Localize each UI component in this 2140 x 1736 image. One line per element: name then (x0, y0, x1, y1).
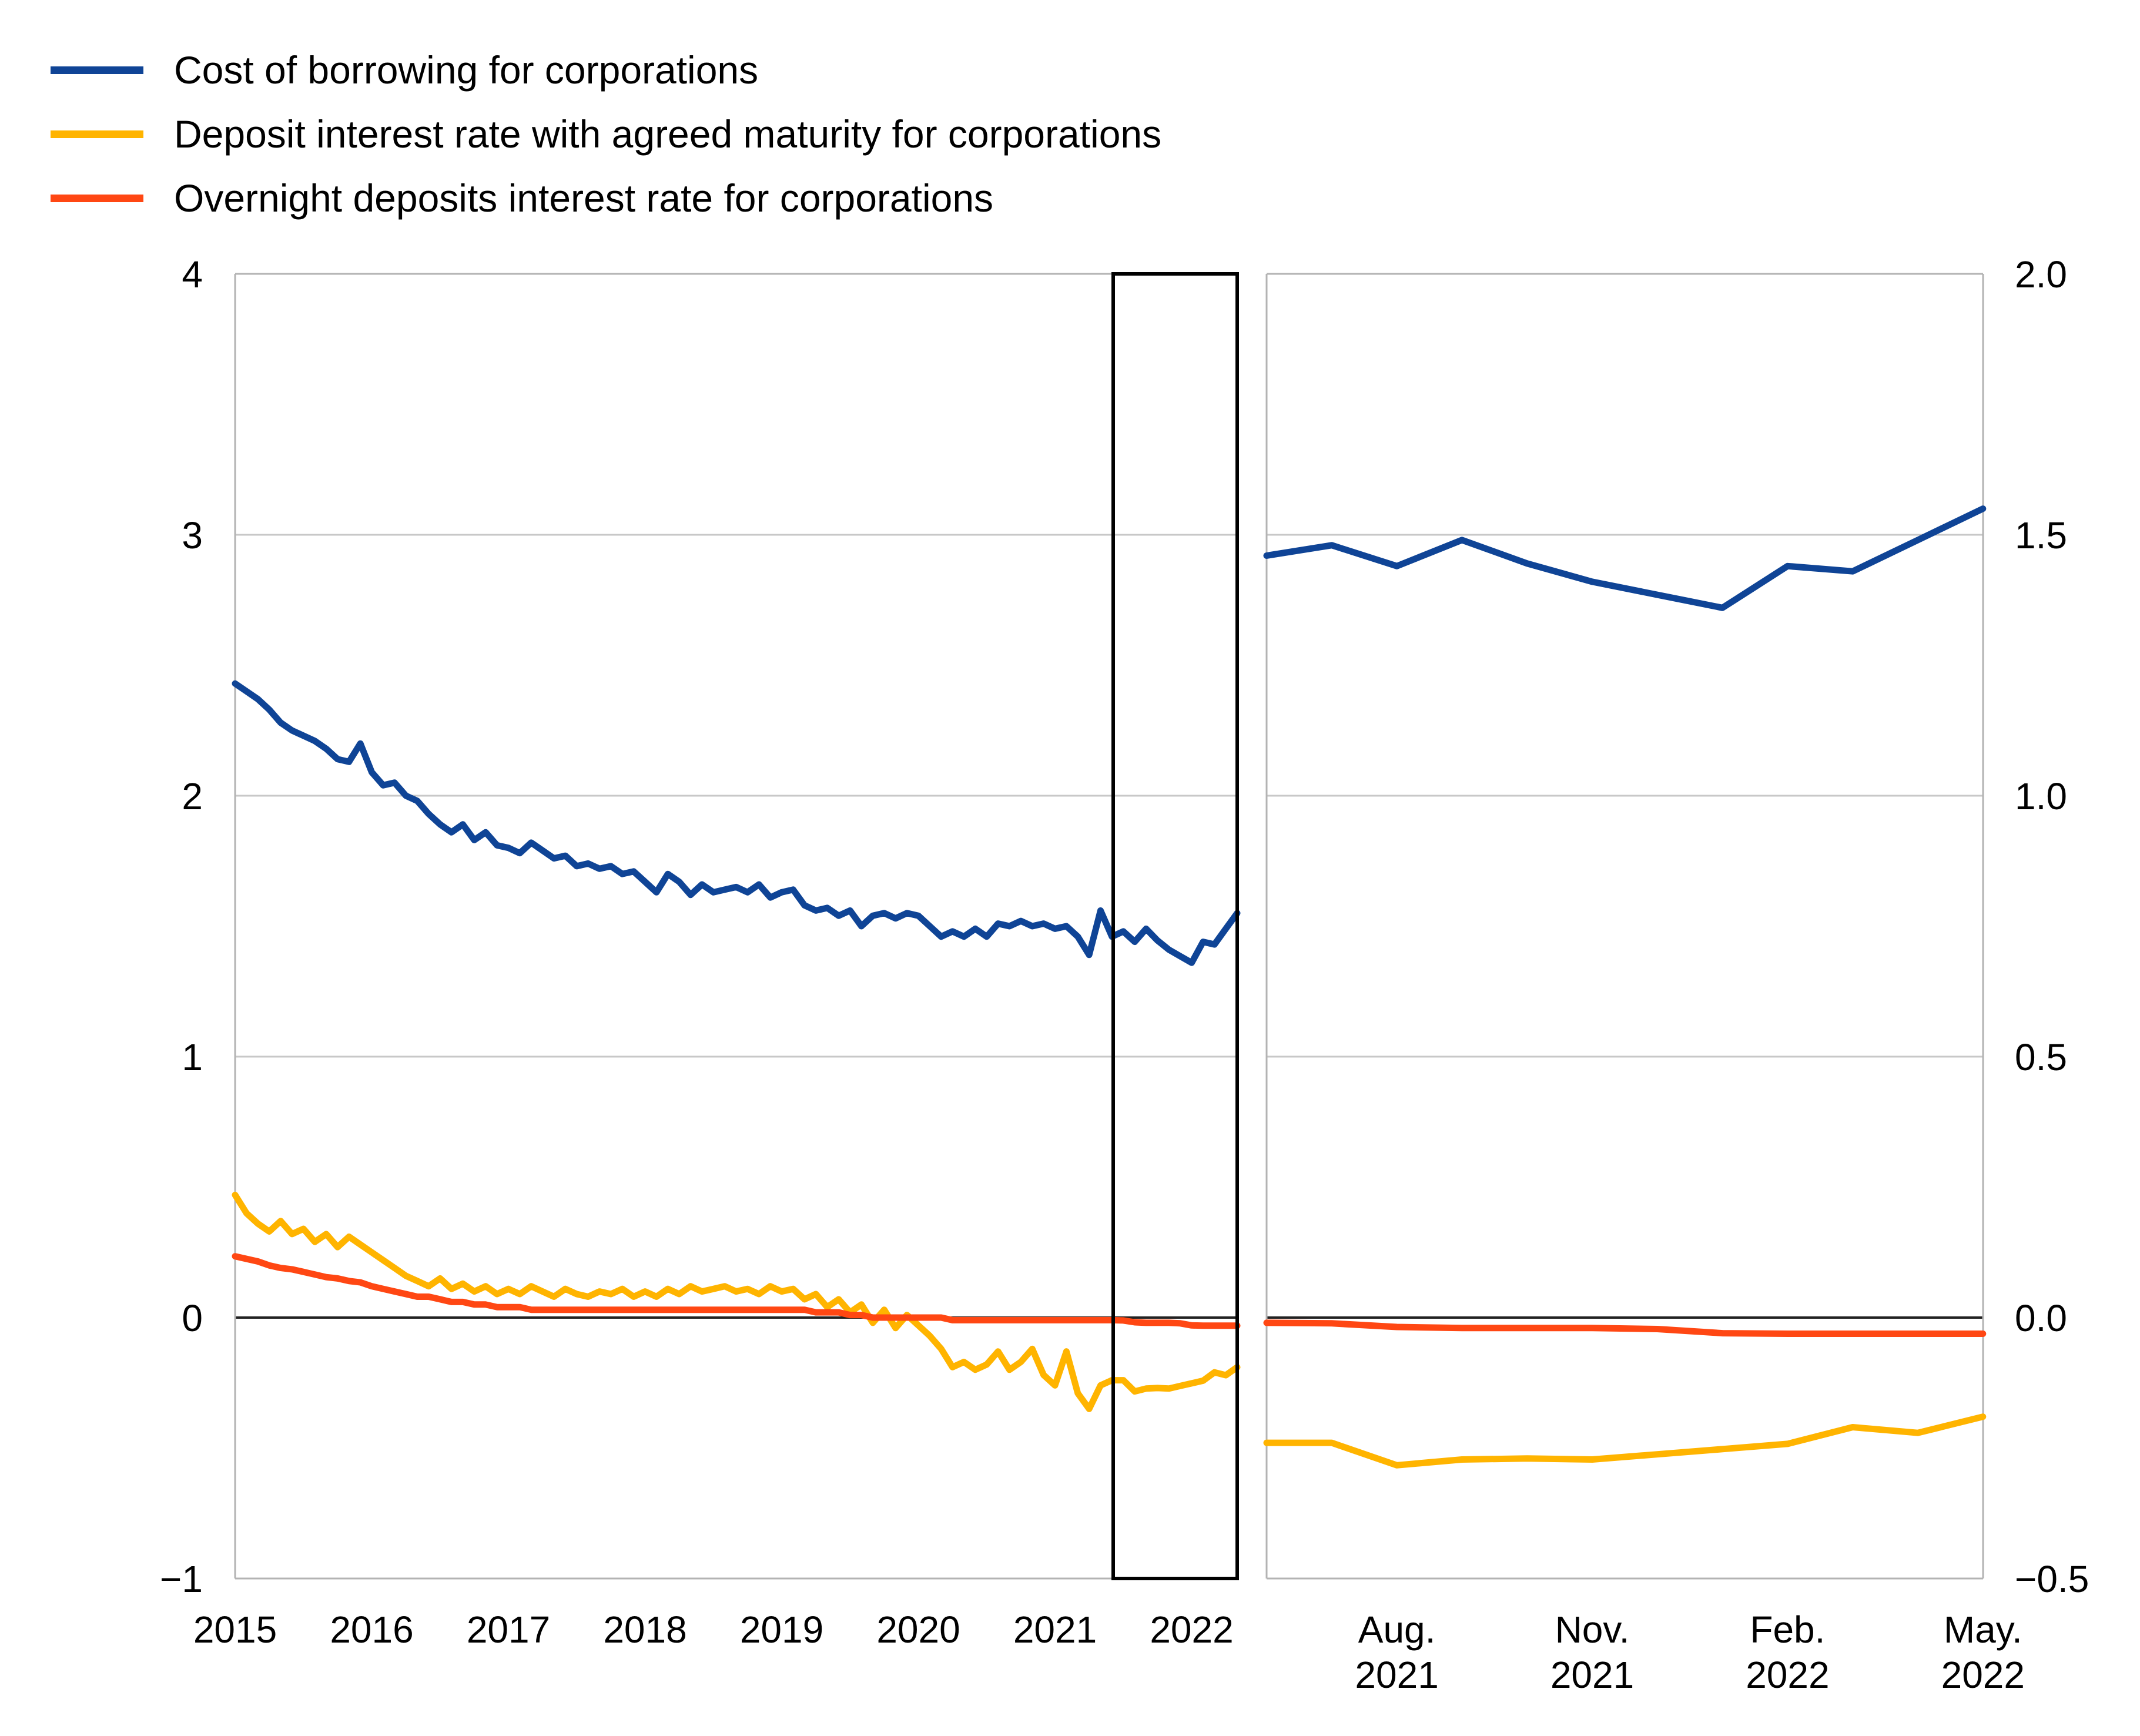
x-axis-month-label: Aug. (1358, 1608, 1436, 1651)
x-axis-year-label: 2019 (740, 1608, 823, 1651)
x-axis-month-label-year: 2022 (1941, 1654, 2025, 1696)
x-axis-month-label-year: 2022 (1746, 1654, 1829, 1696)
y-axis-tick-label: 0 (182, 1297, 203, 1339)
x-axis-year-label: 2018 (603, 1608, 686, 1651)
legend-swatch-cost-of-borrowing (51, 66, 143, 74)
series-line-overnight-deposits-interest-rate-for-corporations (1263, 1319, 1987, 1337)
x-axis-year-label: 2021 (1013, 1608, 1097, 1651)
legend-label: Deposit interest rate with agreed maturi… (174, 112, 1162, 156)
legend-label: Cost of borrowing for corporations (174, 48, 759, 92)
y-axis-tick-label: −0.5 (2015, 1558, 2089, 1600)
y-axis-tick-label: 2 (182, 775, 203, 817)
y-axis-tick-label: 1.5 (2015, 514, 2067, 557)
x-axis-year-label: 2017 (467, 1608, 550, 1651)
x-axis-year-label: 2016 (330, 1608, 413, 1651)
x-axis-month-label: Nov. (1555, 1608, 1630, 1651)
series-line-deposit-interest-rate-with-agreed-maturity-for-corporations (232, 1191, 1241, 1412)
x-axis-month-label-year: 2021 (1355, 1654, 1438, 1696)
y-axis-tick-label: 1.0 (2015, 775, 2067, 817)
legend-label: Overnight deposits interest rate for cor… (174, 176, 994, 220)
legend-swatch-deposit-agreed-maturity (51, 130, 143, 138)
y-axis-tick-label: 2.0 (2015, 253, 2067, 296)
x-axis-month-label: May. (1944, 1608, 2022, 1651)
legend-swatch-overnight-deposits (51, 194, 143, 202)
x-axis-year-label: 2020 (876, 1608, 960, 1651)
zoom-window-highlight-box (1111, 272, 1239, 1580)
x-axis-month-label: Feb. (1750, 1608, 1825, 1651)
y-axis-tick-label: 0.5 (2015, 1036, 2067, 1078)
x-axis-month-label-year: 2021 (1550, 1654, 1634, 1696)
y-axis-tick-label: 3 (182, 514, 203, 557)
y-axis-tick-label: −1 (160, 1558, 203, 1600)
series-line-cost-of-borrowing-for-corporations (1263, 505, 1987, 611)
y-axis-tick-label: 0.0 (2015, 1297, 2067, 1339)
x-axis-year-label: 2015 (193, 1608, 277, 1651)
legend-item: Overnight deposits interest rate for cor… (51, 175, 993, 222)
series-line-deposit-interest-rate-with-agreed-maturity-for-corporations (1263, 1413, 1987, 1469)
series-line-cost-of-borrowing-for-corporations (232, 680, 1241, 966)
x-axis-year-label: 2022 (1150, 1608, 1233, 1651)
y-axis-tick-label: 4 (182, 253, 203, 296)
y-axis-tick-label: 1 (182, 1036, 203, 1078)
series-line-overnight-deposits-interest-rate-for-corporations (232, 1253, 1241, 1329)
legend-item: Deposit interest rate with agreed maturi… (51, 110, 1161, 157)
legend-item: Cost of borrowing for corporations (51, 46, 758, 93)
